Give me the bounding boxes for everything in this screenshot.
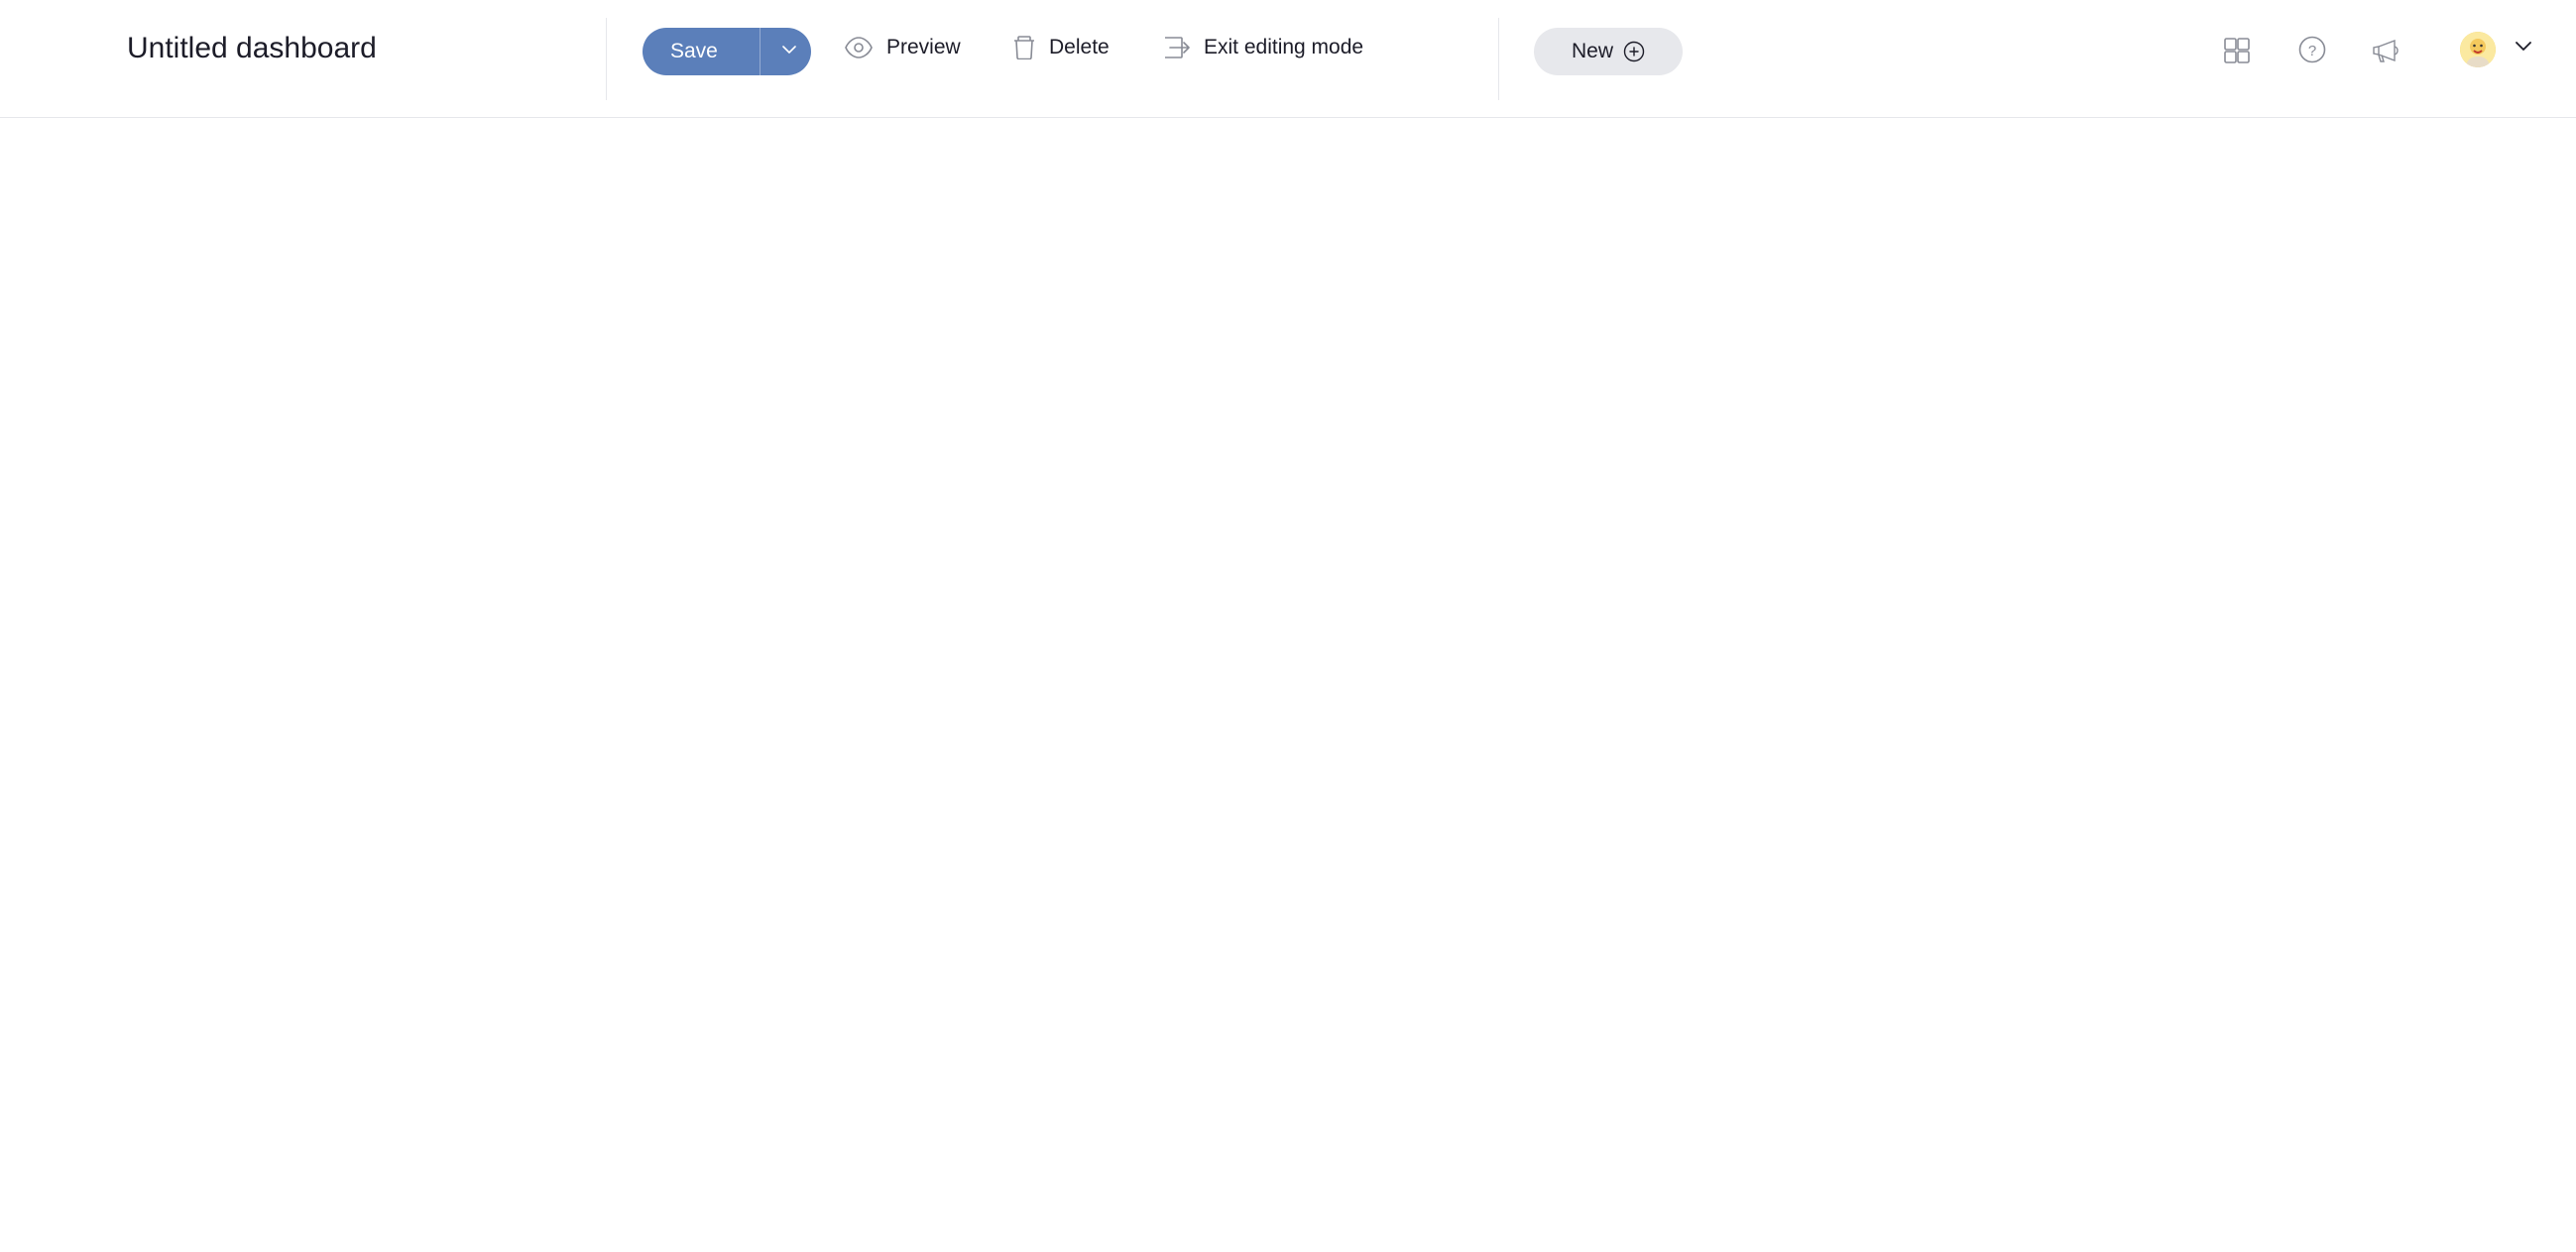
svg-text:?: ?: [2308, 43, 2316, 59]
